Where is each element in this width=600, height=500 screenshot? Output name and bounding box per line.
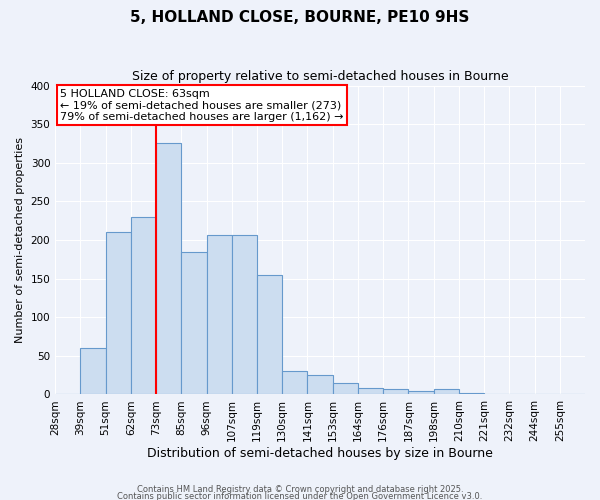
Bar [358, 388, 383, 394]
Y-axis label: Number of semi-detached properties: Number of semi-detached properties [15, 137, 25, 343]
Bar [409, 390, 434, 394]
Bar [307, 375, 332, 394]
Bar [181, 252, 206, 394]
Text: Contains public sector information licensed under the Open Government Licence v3: Contains public sector information licen… [118, 492, 482, 500]
Bar [459, 393, 484, 394]
Bar [434, 389, 459, 394]
Bar [131, 217, 156, 394]
X-axis label: Distribution of semi-detached houses by size in Bourne: Distribution of semi-detached houses by … [147, 447, 493, 460]
Bar [332, 383, 358, 394]
Bar [106, 232, 131, 394]
Bar [232, 234, 257, 394]
Text: Contains HM Land Registry data © Crown copyright and database right 2025.: Contains HM Land Registry data © Crown c… [137, 486, 463, 494]
Bar [383, 389, 409, 394]
Bar [206, 234, 232, 394]
Text: 5, HOLLAND CLOSE, BOURNE, PE10 9HS: 5, HOLLAND CLOSE, BOURNE, PE10 9HS [130, 10, 470, 25]
Title: Size of property relative to semi-detached houses in Bourne: Size of property relative to semi-detach… [132, 70, 508, 83]
Bar [80, 348, 106, 395]
Text: 5 HOLLAND CLOSE: 63sqm
← 19% of semi-detached houses are smaller (273)
79% of se: 5 HOLLAND CLOSE: 63sqm ← 19% of semi-det… [61, 88, 344, 122]
Bar [257, 275, 282, 394]
Bar [156, 144, 181, 394]
Bar [282, 372, 307, 394]
